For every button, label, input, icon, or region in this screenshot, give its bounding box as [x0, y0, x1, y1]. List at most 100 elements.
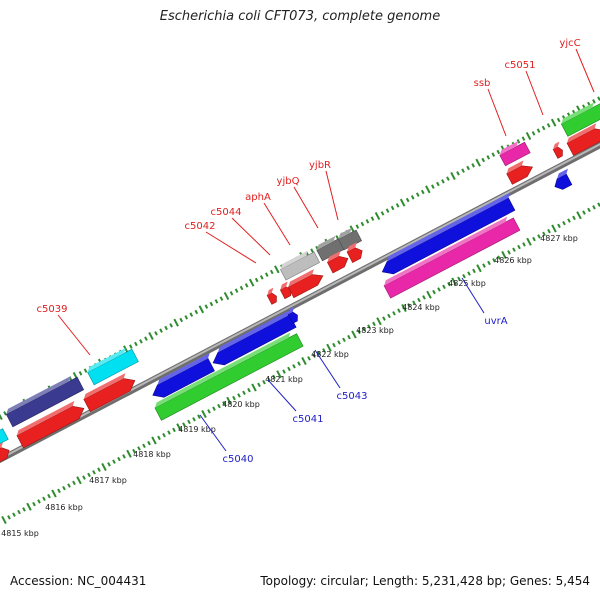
- tick-mark: [42, 496, 46, 502]
- tick-mark: [342, 337, 346, 343]
- tick-mark: [537, 234, 541, 239]
- feature-navy-bevel: [6, 376, 71, 415]
- gene-label-c5043[interactable]: c5043: [337, 391, 368, 402]
- feature-gray[interactable]: [279, 251, 321, 281]
- feature-red-2[interactable]: [83, 378, 136, 413]
- tick-mark: [576, 211, 582, 220]
- tick-mark: [447, 281, 451, 287]
- tick-mark: [567, 218, 571, 223]
- feature-red-edge[interactable]: [0, 447, 10, 463]
- tick-track-bottom: [1, 202, 600, 525]
- tick-mark: [367, 324, 371, 329]
- tick-mark: [481, 157, 486, 163]
- tick-mark: [198, 305, 205, 314]
- feature-ssb-pink-bevel: [499, 141, 519, 156]
- tick-mark: [197, 414, 201, 419]
- feature-c5051-bevel: [553, 141, 560, 150]
- label-leader: [487, 88, 507, 137]
- feature-yjcC[interactable]: [566, 128, 600, 156]
- gene-label-c5042[interactable]: c5042: [185, 221, 216, 232]
- feature-yjbR-bevel: [347, 242, 357, 252]
- tick-mark: [326, 343, 332, 352]
- tick-mark: [129, 344, 133, 349]
- tick-mark: [525, 131, 532, 141]
- tick-mark: [335, 235, 340, 240]
- tick-mark: [3, 411, 7, 416]
- tick-mark: [151, 436, 157, 445]
- tick-mark: [395, 203, 400, 208]
- tick-mark: [232, 395, 236, 401]
- feature-blue-right-bevel: [557, 168, 568, 179]
- tick-mark: [148, 331, 154, 341]
- tick-mark: [212, 406, 216, 411]
- tick-mark: [217, 403, 221, 409]
- gene-label-yjbr[interactable]: yjbR: [309, 160, 331, 171]
- tick-mark: [360, 221, 365, 227]
- feature-cyan-left[interactable]: [0, 428, 9, 452]
- feature-track: [0, 102, 600, 463]
- tick-mark: [267, 377, 271, 382]
- feature-c5041-bevel: [154, 332, 291, 408]
- tick-mark: [67, 483, 71, 488]
- feature-yjbQ[interactable]: [326, 255, 349, 274]
- tick-mark: [112, 459, 116, 464]
- feature-c5043[interactable]: [212, 314, 297, 366]
- tick-mark: [516, 139, 521, 144]
- tick-mark: [47, 493, 51, 499]
- tick-mark: [169, 323, 173, 328]
- feature-cyan-bevel: [87, 348, 126, 373]
- label-leader: [314, 349, 341, 389]
- gene-label-yjcc[interactable]: yjcC: [559, 38, 580, 49]
- tick-mark: [507, 250, 511, 255]
- tick-mark: [437, 287, 441, 292]
- feature-c5039[interactable]: [16, 405, 85, 449]
- feature-c5042[interactable]: [266, 292, 277, 305]
- feature-c5040-bevel: [157, 353, 210, 385]
- tick-mark: [451, 277, 457, 286]
- feature-dgray-2[interactable]: [337, 229, 363, 251]
- map-title: Escherichia coli CFT073, complete genome: [159, 9, 441, 24]
- feature-blue-right[interactable]: [554, 173, 573, 190]
- tick-mark: [587, 207, 591, 213]
- tick-mark: [351, 330, 357, 339]
- label-leader: [267, 379, 297, 412]
- tick-mark: [179, 317, 184, 323]
- tick-mark: [22, 507, 26, 512]
- tick-mark: [83, 368, 88, 373]
- feature-c5040[interactable]: [152, 358, 215, 398]
- gene-label-yjbq[interactable]: yjbQ: [277, 176, 300, 187]
- feature-uvrA-bevel: [384, 216, 508, 286]
- tick-mark: [262, 379, 266, 385]
- tick-mark: [247, 387, 251, 393]
- gene-label-c5041[interactable]: c5041: [293, 414, 324, 425]
- tick-mark: [173, 318, 179, 327]
- tick-mark: [51, 489, 57, 498]
- tick-mark: [226, 396, 232, 405]
- tick-mark: [292, 364, 296, 369]
- tick-mark: [461, 168, 465, 173]
- gene-label-c5039[interactable]: c5039: [37, 304, 68, 315]
- tick-mark: [167, 430, 171, 435]
- gene-label-ssb[interactable]: ssb: [474, 78, 491, 89]
- tick-mark: [248, 278, 255, 287]
- tick-mark: [1, 515, 7, 525]
- gene-label-c5044[interactable]: c5044: [211, 207, 242, 218]
- tick-mark: [204, 304, 209, 309]
- tick-mark: [144, 336, 148, 341]
- tick-mark: [7, 515, 11, 520]
- gene-label-c5051[interactable]: c5051: [505, 60, 536, 71]
- tick-mark: [237, 393, 241, 398]
- tick-mark: [242, 390, 246, 396]
- tick-mark: [492, 258, 496, 263]
- gene-label-uvra[interactable]: uvrA: [484, 316, 507, 327]
- gene-label-c5040[interactable]: c5040: [223, 454, 254, 465]
- tick-mark: [551, 224, 557, 233]
- tick-mark: [425, 185, 431, 194]
- tick-mark: [37, 499, 41, 504]
- gene-label-apha[interactable]: aphA: [245, 192, 271, 203]
- tick-mark: [442, 284, 446, 290]
- label-leader: [461, 277, 485, 314]
- feature-c5051[interactable]: [552, 146, 563, 159]
- feature-aphA[interactable]: [287, 274, 324, 299]
- scale-label: 4819 kbp: [178, 425, 216, 434]
